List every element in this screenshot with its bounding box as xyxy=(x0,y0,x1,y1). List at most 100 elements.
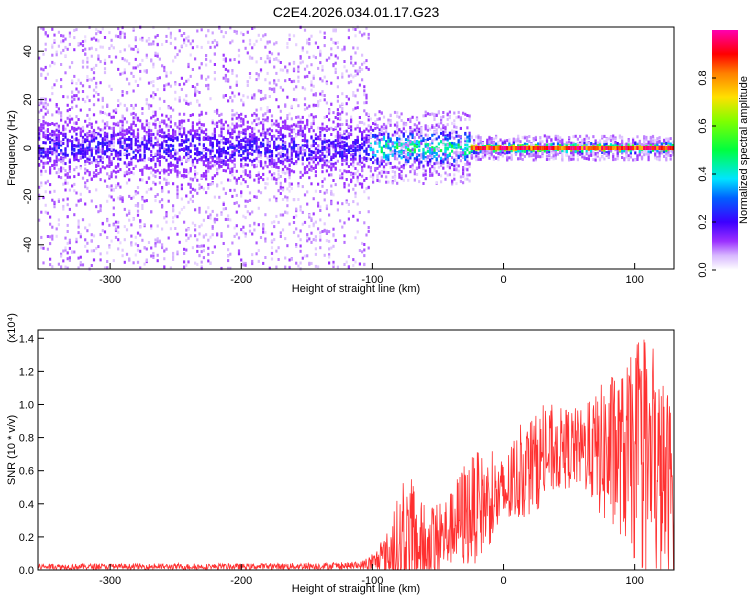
spectrogram-cell xyxy=(191,199,194,203)
spectrogram-cell xyxy=(418,160,421,164)
spectrogram-cell xyxy=(332,64,335,68)
spectrogram-cell xyxy=(255,150,258,154)
spectrogram-cell xyxy=(198,151,201,154)
spectrogram-cell xyxy=(150,187,153,191)
spectrogram-cell xyxy=(145,142,148,146)
spectrogram-cell xyxy=(165,125,168,129)
spectrogram-cell xyxy=(407,118,410,122)
spectrogram-cell xyxy=(306,38,309,42)
spectrogram-cell xyxy=(110,115,113,119)
spectrogram-cell xyxy=(150,59,153,63)
spectrogram-cell xyxy=(130,138,133,141)
spectrogram-cell xyxy=(332,144,335,148)
spectrogram-cell xyxy=(387,146,390,150)
spectrogram-cell xyxy=(354,106,357,110)
spectrogram-cell xyxy=(433,118,436,121)
spectrogram-cell xyxy=(437,173,440,176)
spectrogram-cell xyxy=(112,156,115,160)
spectrogram-cell xyxy=(503,151,507,155)
spectrogram-cell xyxy=(253,93,256,97)
spectrogram-cell xyxy=(310,217,313,221)
spectrogram-cell xyxy=(426,112,429,116)
spectrogram-cell xyxy=(130,71,133,75)
spectrogram-cell xyxy=(202,163,205,167)
spectrogram-cell xyxy=(376,157,379,161)
spectrogram-cell xyxy=(185,138,188,142)
spectrogram-cell xyxy=(444,143,447,147)
spectrogram-cell xyxy=(205,63,208,67)
spectrogram-cell xyxy=(365,112,368,116)
spectrogram-cell xyxy=(378,179,381,183)
spectrogram-cell xyxy=(321,65,324,68)
spectrogram-cell xyxy=(185,36,188,40)
spectrogram-cell xyxy=(422,172,425,175)
spectrogram-cell xyxy=(341,123,344,126)
spectrogram-cell xyxy=(51,86,54,90)
spectrogram-cell xyxy=(183,265,186,269)
spectrogram-cell xyxy=(106,172,109,176)
spectrogram-cell xyxy=(227,178,230,182)
spectrogram-cell xyxy=(235,144,238,148)
spectrogram-cell xyxy=(231,71,234,75)
spectrogram-cell xyxy=(319,92,322,96)
spectrogram-cell xyxy=(66,116,69,120)
spectrogram-cell xyxy=(71,140,74,144)
spectrogram-cell xyxy=(178,129,181,133)
spectrogram-cell xyxy=(284,237,287,241)
spectrogram-cell xyxy=(213,122,216,126)
spectrogram-cell xyxy=(147,188,151,191)
spectrogram-cell xyxy=(268,50,271,54)
spectrogram-cell xyxy=(347,183,350,187)
spectrogram-cell xyxy=(240,112,243,116)
spectrogram-cell xyxy=(57,158,60,162)
spectrogram-cell xyxy=(244,144,247,148)
spectrogram-cell xyxy=(178,148,181,152)
spectrogram-cell xyxy=(154,126,157,129)
spectrogram-cell xyxy=(53,148,56,152)
spectrogram-cell xyxy=(391,175,394,179)
spectrogram-cell xyxy=(194,175,197,179)
spectrogram-cell xyxy=(424,173,427,177)
spectrogram-cell xyxy=(79,198,82,202)
spectrogram-cell xyxy=(60,169,63,173)
spectrogram-cell xyxy=(44,121,47,125)
spectrogram-cell xyxy=(167,146,170,150)
spectrogram-cell xyxy=(95,133,98,137)
spectrogram-cell xyxy=(209,97,212,101)
spectrogram-cell xyxy=(42,102,45,106)
spectrogram-cell xyxy=(202,172,205,176)
spectrogram-cell xyxy=(147,122,151,126)
spectrogram-cell xyxy=(354,74,357,77)
spectrogram-cell xyxy=(431,165,434,168)
spectrogram-cell xyxy=(400,119,403,122)
spectrogram-cell xyxy=(240,146,243,150)
spectrogram-cell xyxy=(321,93,324,97)
spectrogram-cell xyxy=(53,144,56,148)
spectrogram-cell xyxy=(257,154,260,158)
spectrogram-cell xyxy=(328,247,331,251)
spectrogram-cell xyxy=(189,183,192,187)
spectrogram-cell xyxy=(79,263,82,267)
spectrogram-cell xyxy=(172,157,175,160)
spectrogram-cell xyxy=(53,139,56,143)
spectrogram-cell xyxy=(174,169,177,173)
spectrogram-cell xyxy=(42,246,45,250)
spectrogram-cell xyxy=(275,119,278,123)
spectrogram-cell xyxy=(110,87,113,91)
spectrogram-cell xyxy=(165,114,168,118)
spectrogram-cell xyxy=(281,146,285,150)
spectrogram-cell xyxy=(459,135,462,139)
spectrogram-cell xyxy=(253,132,256,136)
spectrogram-cell xyxy=(66,141,69,145)
spectrogram-cell xyxy=(409,156,412,160)
spectrogram-cell xyxy=(38,128,41,132)
spectrogram-cell xyxy=(372,148,375,152)
spectrogram-cell xyxy=(185,263,188,267)
spectrogram-cell xyxy=(183,148,186,152)
spectrogram-cell xyxy=(347,170,350,174)
spectrogram-cell xyxy=(347,81,350,85)
spectrogram-cell xyxy=(174,227,177,230)
spectrogram-cell xyxy=(301,46,304,50)
spectrogram-cell xyxy=(55,152,58,156)
spectrogram-cell xyxy=(158,176,161,179)
